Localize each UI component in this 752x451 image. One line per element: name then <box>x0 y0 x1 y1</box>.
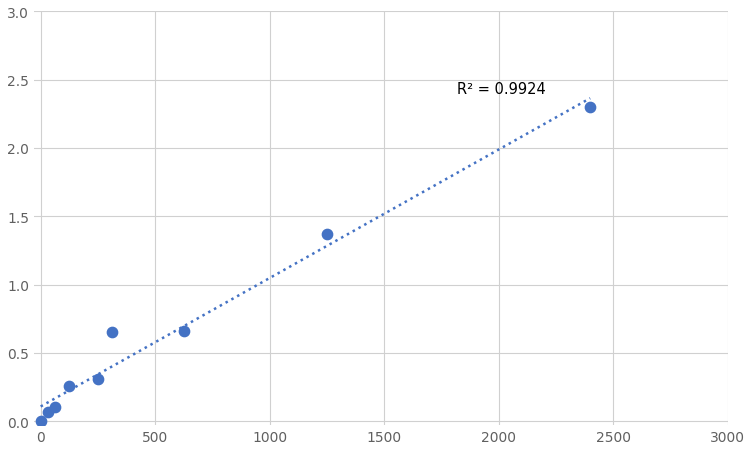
Point <box>42 408 54 415</box>
Point <box>177 327 190 335</box>
Point <box>92 375 104 382</box>
Point <box>63 382 75 389</box>
Point <box>35 418 47 425</box>
Point <box>321 231 333 238</box>
Point <box>106 329 118 336</box>
Point <box>584 104 596 111</box>
Point <box>49 404 61 411</box>
Text: R² = 0.9924: R² = 0.9924 <box>457 82 546 97</box>
